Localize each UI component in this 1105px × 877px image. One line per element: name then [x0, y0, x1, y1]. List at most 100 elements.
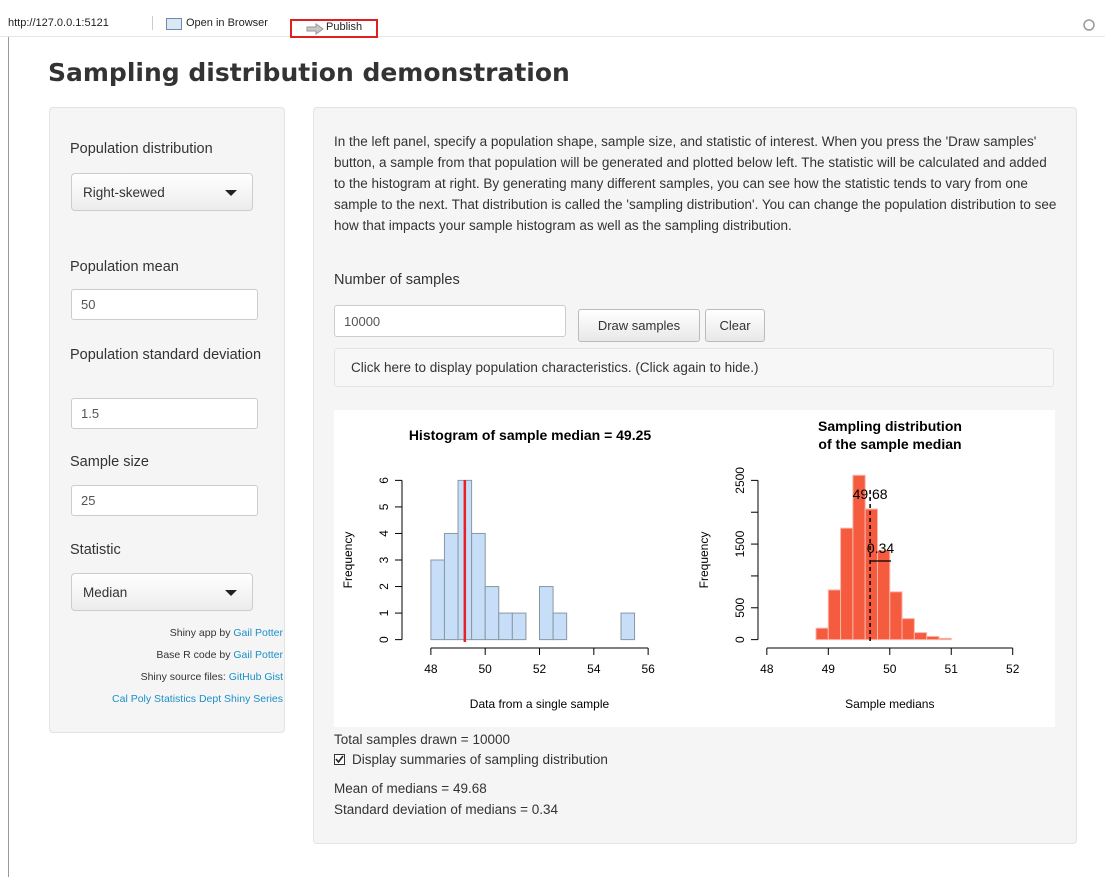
bar	[430, 559, 445, 641]
bar	[552, 612, 568, 641]
credit-text: Shiny app by	[169, 627, 231, 639]
open-browser[interactable]: Open in Browser	[186, 17, 268, 29]
chart-title: of the sample median	[818, 436, 961, 452]
y-tick-label: 5	[377, 503, 391, 510]
bar	[938, 637, 952, 641]
y-tick-label: 4	[377, 530, 391, 537]
mean-summary: Mean of medians = 49.68	[334, 781, 487, 796]
y-tick-label: 0	[733, 636, 747, 643]
input-value: 25	[81, 493, 96, 508]
population-link[interactable]: Click here to display population charact…	[351, 360, 759, 375]
label: Population standard deviation	[70, 347, 262, 363]
credit-link[interactable]: Cal Poly Statistics Dept Shiny Series	[112, 693, 283, 705]
clear-button[interactable]: Clear	[705, 309, 765, 342]
chart-title: Histogram of sample median = 49.25	[409, 427, 652, 443]
bar	[539, 586, 554, 641]
url: http://127.0.0.1:5121	[8, 17, 109, 29]
browser-icon	[166, 18, 182, 30]
caret	[225, 190, 237, 196]
caret	[225, 590, 237, 596]
publish-icon	[306, 23, 324, 35]
x-tick-label: 49	[822, 662, 836, 676]
x-tick-label: 48	[760, 662, 774, 676]
select[interactable]: Right-skewed	[71, 173, 253, 211]
draw-button[interactable]: Draw samples	[578, 309, 700, 342]
label: Population mean	[70, 259, 179, 275]
input-value: 50	[81, 297, 96, 312]
x-axis-label: Sample medians	[845, 697, 934, 711]
input[interactable]: 50	[71, 289, 258, 320]
x-tick-label: 52	[1006, 662, 1020, 676]
credit-link[interactable]: Gail Potter	[233, 627, 283, 639]
input-value: 1.5	[81, 406, 100, 421]
label: Number of samples	[334, 272, 460, 288]
refresh-icon[interactable]	[1082, 18, 1096, 32]
check-mark	[335, 755, 344, 764]
y-axis-label: Frequency	[341, 532, 355, 589]
refresh-circle	[1083, 19, 1095, 31]
bar	[901, 618, 915, 641]
y-tick-label: 2500	[733, 467, 747, 494]
bar	[471, 532, 486, 641]
credit-line: Shiny source files: GitHub Gist	[141, 671, 283, 683]
bar	[827, 589, 842, 641]
credit-link[interactable]: GitHub Gist	[228, 671, 283, 683]
credit-text: Base R code by	[156, 649, 231, 661]
credit-text: Shiny source files:	[140, 671, 226, 683]
mean-label: 49.68	[853, 486, 888, 502]
x-tick-label: 54	[587, 662, 601, 676]
y-tick-label: 0	[377, 636, 391, 643]
bar	[913, 632, 928, 641]
bar	[498, 612, 513, 641]
x-tick-label: 48	[424, 662, 438, 676]
chart-title: Sampling distribution	[818, 418, 962, 434]
total-samples: Total samples drawn = 10000	[334, 732, 510, 747]
y-tick-label: 1	[377, 609, 391, 616]
input[interactable]: 10000	[334, 305, 566, 337]
sd-summary: Standard deviation of medians = 0.34	[334, 802, 559, 817]
x-tick-label: 56	[641, 662, 655, 676]
label: Sample size	[70, 454, 149, 470]
publish-button[interactable]: Publish	[290, 19, 378, 38]
bar	[511, 612, 527, 641]
y-tick-label: 2	[377, 583, 391, 590]
y-axis-label: Frequency	[697, 532, 711, 589]
bar	[926, 635, 940, 641]
y-tick-label: 500	[733, 597, 747, 617]
y-tick-label: 1500	[733, 530, 747, 557]
bar	[876, 549, 891, 641]
publish-label: Publish	[326, 21, 363, 33]
toolbar: http://127.0.0.1:5121 Open in Browser Pu…	[0, 0, 1105, 38]
select[interactable]: Median	[71, 573, 253, 611]
credit-line: Base R code by Gail Potter	[156, 649, 283, 661]
y-tick-label: 3	[377, 556, 391, 563]
select-value: Right-skewed	[83, 184, 165, 200]
bar	[815, 627, 829, 641]
checkbox-label: Display summaries of sampling distributi…	[352, 752, 608, 767]
checkbox[interactable]	[334, 754, 345, 765]
x-tick-label: 50	[479, 662, 493, 676]
bar	[443, 532, 459, 641]
select-value: Median	[83, 584, 128, 600]
bar	[889, 591, 903, 641]
page-border	[8, 37, 9, 877]
bar	[484, 586, 500, 641]
label: Statistic	[70, 542, 121, 558]
x-tick-label: 50	[883, 662, 897, 676]
y-tick-label: 6	[377, 477, 391, 484]
credit-link[interactable]: Gail Potter	[233, 649, 283, 661]
check-icon	[335, 755, 344, 764]
link-panel: Click here to display population charact…	[334, 348, 1054, 387]
input[interactable]: 1.5	[71, 398, 258, 429]
app-title: Sampling distribution demonstration	[48, 58, 570, 87]
arrow	[306, 23, 324, 35]
credit-line: Shiny app by Gail Potter	[170, 627, 283, 639]
x-tick-label: 51	[945, 662, 959, 676]
input[interactable]: 25	[71, 485, 258, 516]
x-axis-label: Data from a single sample	[470, 697, 610, 711]
credit-line: Cal Poly Statistics Dept Shiny Series	[112, 693, 283, 705]
bar	[620, 612, 636, 641]
label: Population distribution	[70, 141, 213, 157]
